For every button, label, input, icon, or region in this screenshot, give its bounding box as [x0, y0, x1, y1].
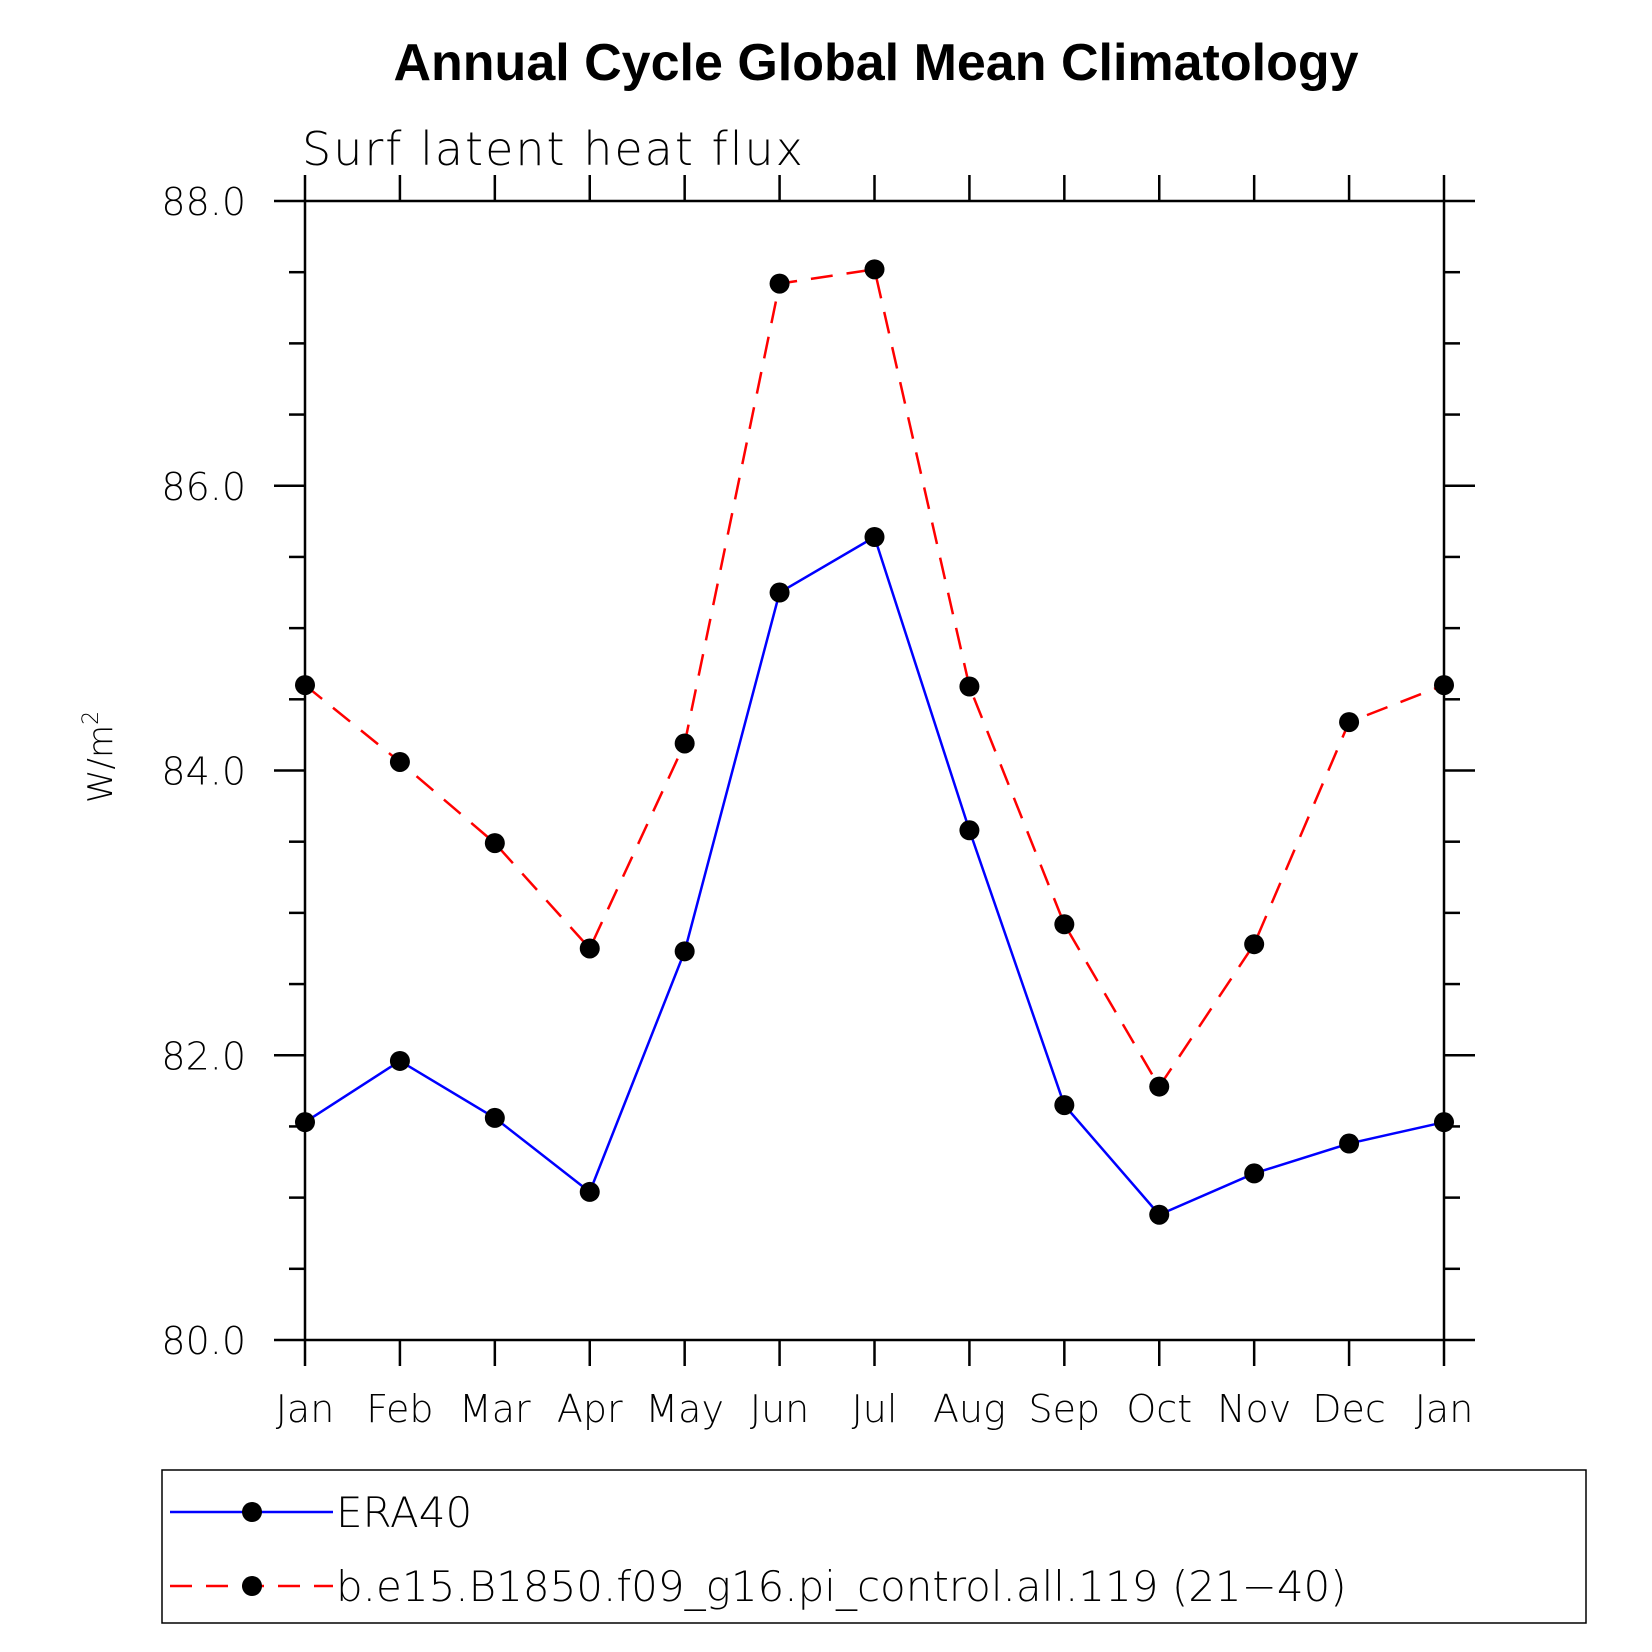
chart-subtitle: Surf latent heat flux — [302, 122, 805, 176]
x-tick-label: Feb — [366, 1387, 433, 1431]
y-tick-label: 80.0 — [161, 1319, 246, 1363]
series-1-point — [1339, 1133, 1360, 1154]
series-2-point — [1244, 934, 1265, 955]
x-tick-label: Dec — [1312, 1387, 1386, 1431]
series-1-point — [1434, 1112, 1454, 1133]
y-tick-label: 82.0 — [161, 1034, 246, 1078]
x-tick-label: Nov — [1217, 1387, 1291, 1431]
series-2-point — [1339, 712, 1360, 733]
legend-marker-2 — [242, 1576, 262, 1596]
series-2-point — [959, 676, 980, 697]
series-1-point — [579, 1181, 600, 1202]
series-1-point — [1054, 1095, 1075, 1116]
y-axis-label: W/m2 — [79, 711, 121, 803]
series-markers — [295, 259, 1454, 1225]
y-axis-label-superscript: 2 — [79, 711, 104, 725]
legend: ERA40 b.e15.B1850.f09_g16.pi_control.all.… — [170, 1488, 1347, 1611]
x-tick-label: Sep — [1029, 1387, 1101, 1431]
x-tick-label: Jan — [1415, 1387, 1474, 1431]
legend-marker-1 — [242, 1502, 262, 1522]
series-2-point — [1434, 675, 1454, 696]
series-2-point — [295, 675, 315, 696]
x-tick-label: Jul — [852, 1387, 898, 1431]
legend-label-2: b.e15.B1850.f09_g16.pi_control.all.119 (… — [336, 1562, 1347, 1611]
x-tick-label: Aug — [933, 1387, 1006, 1431]
series-2-point — [674, 733, 695, 754]
series-2-point — [864, 259, 885, 280]
y-tick-label: 88.0 — [161, 180, 246, 224]
series-1-point — [864, 527, 885, 548]
x-tick-label: May — [645, 1387, 724, 1431]
x-tick-label: Jan — [276, 1387, 335, 1431]
series-2-point — [1054, 914, 1075, 935]
series-2-point — [769, 273, 790, 294]
x-tick-label: Jun — [750, 1387, 809, 1431]
series-1-point — [1149, 1204, 1170, 1225]
x-tick-label: Apr — [557, 1387, 623, 1431]
plot-frame — [303, 199, 1446, 1342]
series-2-point — [1149, 1076, 1170, 1097]
series-1-point — [674, 941, 695, 962]
y-axis-label-text: W/m — [81, 725, 121, 803]
x-tick-label: Mar — [459, 1387, 531, 1431]
svg-text:W/m2: W/m2 — [79, 711, 121, 803]
legend-label-1: ERA40 — [336, 1488, 472, 1537]
series-line-2 — [304, 267, 1445, 1089]
chart-title: Annual Cycle Global Mean Climatology — [393, 34, 1358, 92]
x-tick-label: Oct — [1126, 1387, 1192, 1431]
series-1-point — [484, 1107, 505, 1128]
series-1-point — [389, 1050, 410, 1071]
series-2-point — [579, 938, 600, 959]
series-line-1 — [304, 535, 1445, 1217]
series-2-point — [484, 833, 505, 854]
y-tick-label: 84.0 — [161, 750, 246, 794]
series-1-point — [959, 820, 980, 841]
y-tick-label: 86.0 — [161, 465, 246, 509]
tick-labels: Jan Feb Mar Apr May Jun Jul Aug Sep Oct Nov Dec Jan 8… — [161, 180, 1473, 1431]
series-1-point — [1244, 1163, 1265, 1184]
series-lines — [304, 267, 1445, 1217]
legend-box — [161, 1469, 1587, 1624]
axis-ticks — [274, 175, 1475, 1366]
series-2-point — [389, 751, 410, 772]
series-1-point — [295, 1112, 315, 1133]
series-1-point — [769, 582, 790, 603]
